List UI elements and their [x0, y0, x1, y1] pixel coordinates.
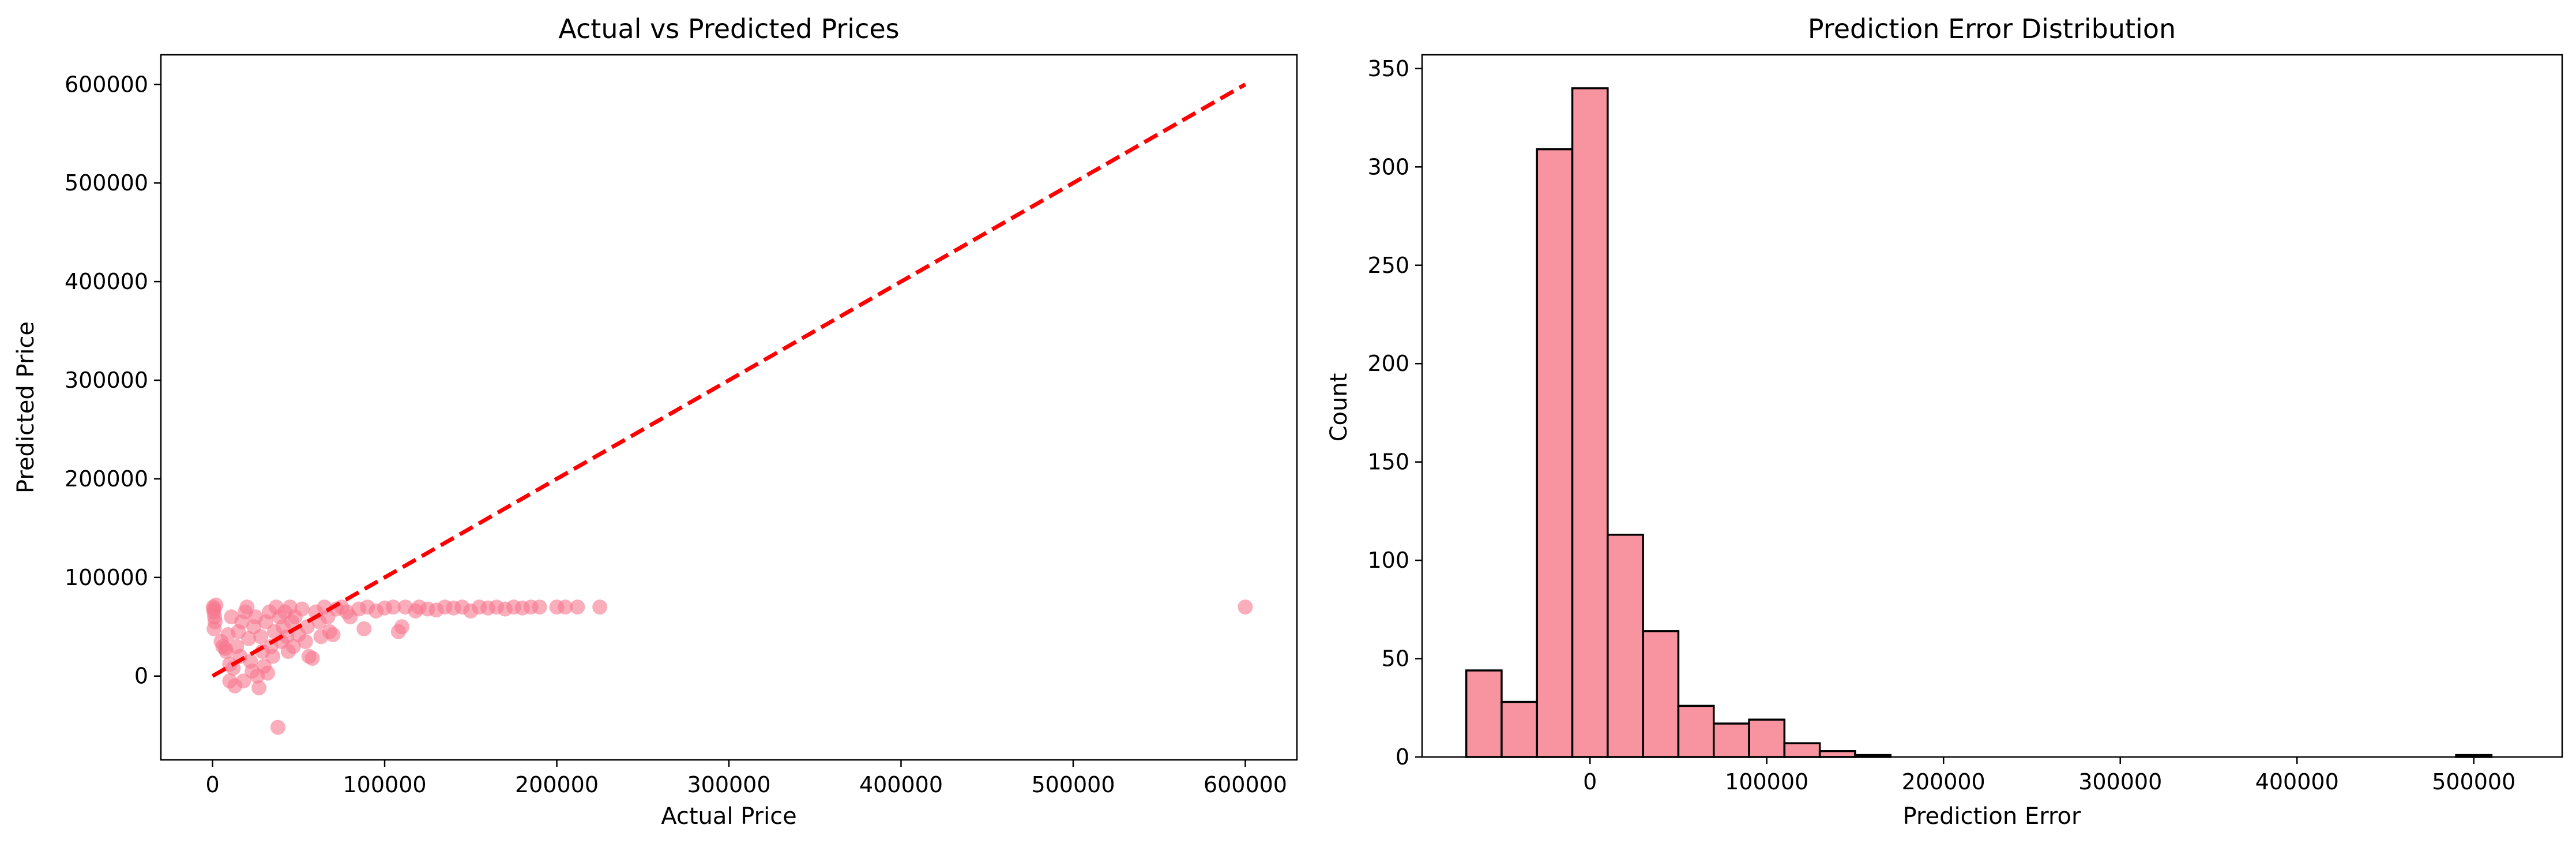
scatter-point [394, 619, 409, 635]
scatter-point [325, 627, 341, 642]
scatter-point [558, 599, 573, 615]
y-tick-label: 200000 [65, 466, 148, 492]
scatter-y-axis-label: Predicted Price [13, 321, 39, 493]
x-tick-label: 0 [1583, 769, 1597, 794]
scatter-point [260, 665, 276, 681]
y-tick-label: 350 [1367, 56, 1409, 81]
scatter-point [356, 621, 372, 636]
x-tick-label: 200000 [1902, 769, 1985, 794]
scatter-point [1238, 599, 1253, 615]
histogram-bar [1783, 742, 1821, 758]
histogram-panel: Prediction Error Distribution 0 100000 200… [1326, 13, 2563, 830]
histogram-x-axis-label: Prediction Error [1903, 803, 2081, 830]
scatter-x-ticks: 0 100000 200000 300000 400000 500000 600000 [205, 760, 1287, 797]
x-tick-label: 200000 [515, 772, 599, 797]
scatter-axes-frame [160, 54, 1298, 761]
x-tick-label: 400000 [859, 772, 943, 797]
scatter-point [265, 649, 281, 664]
y-tick-label: 50 [1382, 646, 1409, 672]
y-tick-label: 250 [1367, 253, 1409, 278]
histogram-bar [1465, 669, 1503, 758]
y-tick-label: 200 [1367, 351, 1409, 376]
histogram-title: Prediction Error Distribution [1808, 13, 2176, 44]
y-tick-label: 150 [1367, 449, 1409, 475]
histogram-bar [1571, 87, 1609, 758]
y-tick-label: 0 [1396, 744, 1409, 770]
histogram-axes-frame [1421, 54, 2563, 758]
histogram-bar [1607, 534, 1644, 758]
histogram-bar [1642, 630, 1680, 758]
scatter-y-ticks: 0 100000 200000 300000 400000 500000 600000 [65, 72, 161, 689]
scatter-point [299, 619, 315, 635]
y-tick-label: 300 [1367, 154, 1409, 179]
scatter-point [241, 631, 257, 646]
x-tick-label: 300000 [2078, 769, 2162, 794]
scatter-point [206, 621, 222, 636]
scatter-point [532, 599, 547, 615]
y-tick-label: 0 [134, 664, 148, 689]
x-tick-label: 300000 [687, 772, 770, 797]
histogram-bar [1501, 700, 1538, 758]
scatter-point [251, 680, 267, 696]
scatter-panel: Actual vs Predicted Prices 0 100000 200000… [13, 13, 1298, 830]
histogram-bar [1677, 704, 1715, 758]
histogram-bar [1818, 750, 1856, 758]
histogram-bar [1712, 722, 1750, 758]
histogram-bar [1536, 148, 1574, 758]
scatter-point [206, 601, 221, 617]
scatter-point [294, 601, 310, 617]
histogram-y-axis-label: Count [1326, 373, 1352, 442]
scatter-point [304, 650, 320, 666]
x-tick-label: 0 [205, 772, 219, 797]
scatter-point [225, 661, 241, 676]
histogram-y-ticks: 0 50 100 150 200 250 300 350 [1367, 56, 1422, 770]
x-tick-label: 500000 [2432, 769, 2515, 794]
scatter-point [285, 639, 301, 654]
scatter-point [270, 719, 285, 735]
histogram-x-ticks: 0 100000 200000 300000 400000 500000 [1583, 757, 2515, 794]
scatter-point [236, 673, 251, 689]
x-tick-label: 500000 [1031, 772, 1115, 797]
x-tick-label: 100000 [1725, 769, 1808, 794]
x-tick-label: 600000 [1204, 772, 1287, 797]
histogram-plot-area [1465, 87, 2493, 758]
scatter-title: Actual vs Predicted Prices [558, 13, 899, 44]
x-tick-label: 400000 [2255, 769, 2339, 794]
scatter-point [570, 599, 585, 615]
y-tick-label: 100000 [65, 565, 148, 590]
scatter-plot-area [206, 83, 1253, 735]
scatter-point [592, 599, 608, 615]
scatter-x-axis-label: Actual Price [661, 803, 797, 830]
scatter-point [253, 629, 269, 644]
x-tick-label: 100000 [343, 772, 426, 797]
y-tick-label: 400000 [65, 269, 148, 294]
y-tick-label: 600000 [65, 72, 148, 97]
scatter-point [298, 634, 313, 649]
histogram-bar [1748, 718, 1786, 758]
reference-line [211, 83, 1247, 678]
scatter-point [385, 599, 401, 615]
y-tick-label: 500000 [65, 170, 148, 196]
y-tick-label: 300000 [65, 368, 148, 393]
scatter-point [239, 599, 255, 615]
y-tick-label: 100 [1367, 548, 1409, 573]
